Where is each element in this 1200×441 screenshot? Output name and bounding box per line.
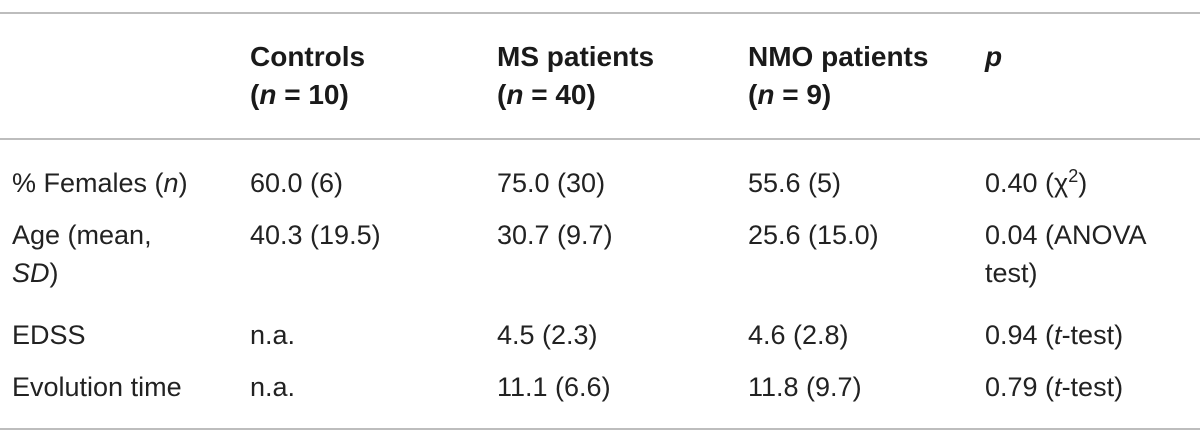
row-age-nmo: 25.6 (15.0) bbox=[748, 220, 879, 250]
row-age-label: Age (mean, SD) bbox=[12, 220, 152, 288]
row-females-nmo: 55.6 (5) bbox=[748, 168, 842, 198]
row-edss-nmo: 4.6 (2.8) bbox=[748, 320, 849, 350]
row-age-ms: 30.7 (9.7) bbox=[497, 220, 613, 250]
row-edss-controls: n.a. bbox=[250, 320, 296, 350]
header-nmo: NMO patients (n = 9) bbox=[748, 38, 928, 114]
header-bottom-rule bbox=[0, 138, 1200, 140]
header-nmo-line2: (n = 9) bbox=[748, 79, 832, 110]
row-age-p: 0.04 (ANOVA test) bbox=[985, 220, 1147, 288]
row-females-p: 0.40 (χ2) bbox=[985, 166, 1088, 198]
table-top-rule bbox=[0, 12, 1200, 14]
row-females-ms: 75.0 (30) bbox=[497, 168, 606, 198]
row-females-controls: 60.0 (6) bbox=[250, 168, 344, 198]
row-evolution-ms: 11.1 (6.6) bbox=[497, 372, 611, 402]
row-age-controls: 40.3 (19.5) bbox=[250, 220, 381, 250]
row-evolution-controls: n.a. bbox=[250, 372, 296, 402]
row-evolution-nmo: 11.8 (9.7) bbox=[748, 372, 862, 402]
row-evolution-label: Evolution time bbox=[12, 372, 182, 402]
row-edss-ms: 4.5 (2.3) bbox=[497, 320, 598, 350]
row-evolution-p: 0.79 (t-test) bbox=[985, 372, 1124, 402]
header-controls-line1: Controls bbox=[250, 41, 366, 72]
row-edss-p: 0.94 (t-test) bbox=[985, 320, 1124, 350]
header-nmo-line1: NMO patients bbox=[748, 41, 929, 72]
header-p: p bbox=[985, 41, 1003, 72]
table-bottom-rule bbox=[0, 428, 1200, 430]
header-ms: MS patients (n = 40) bbox=[497, 38, 654, 114]
header-controls: Controls (n = 10) bbox=[250, 38, 365, 114]
row-females-label: % Females (n) bbox=[12, 168, 188, 198]
row-edss-label: EDSS bbox=[12, 320, 86, 350]
header-ms-line1: MS patients bbox=[497, 41, 655, 72]
header-controls-line2: (n = 10) bbox=[250, 79, 349, 110]
header-ms-line2: (n = 40) bbox=[497, 79, 596, 110]
